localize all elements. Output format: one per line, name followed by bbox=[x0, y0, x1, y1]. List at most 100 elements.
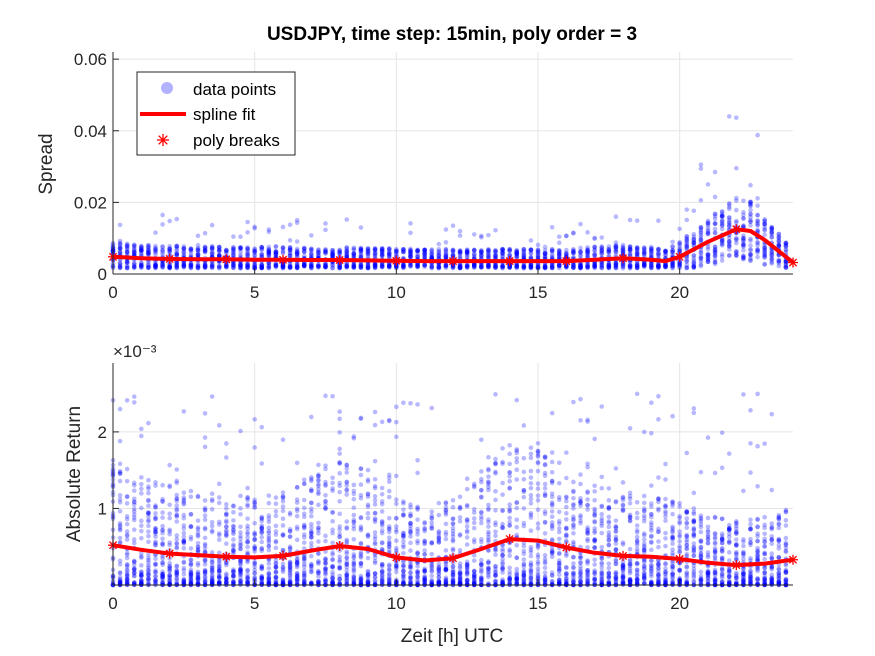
return-data-point bbox=[266, 533, 272, 539]
return-data-point bbox=[245, 568, 250, 574]
return-data-point bbox=[117, 574, 123, 580]
spread-data-point bbox=[139, 247, 144, 253]
return-data-point bbox=[422, 568, 427, 574]
legend-data-points-marker bbox=[161, 82, 173, 94]
return-data-point bbox=[280, 561, 286, 567]
return-data-point bbox=[195, 569, 201, 575]
spread-data-point bbox=[273, 251, 279, 257]
spread-data-point bbox=[245, 262, 250, 267]
return-data-point bbox=[238, 536, 243, 541]
return-data-point bbox=[443, 536, 449, 542]
spread-data-point bbox=[216, 252, 222, 258]
spread-data-point bbox=[231, 249, 236, 254]
spread-data-point bbox=[181, 265, 187, 270]
return-data-point bbox=[252, 505, 257, 510]
return-data-point bbox=[372, 422, 378, 428]
return-data-point bbox=[471, 520, 477, 526]
spread-data-point bbox=[131, 261, 137, 266]
spread-data-point bbox=[216, 244, 222, 250]
spread-data-point bbox=[238, 245, 243, 251]
spread-data-point bbox=[188, 252, 194, 257]
return-data-point bbox=[280, 523, 286, 528]
spread-data-point bbox=[514, 263, 520, 269]
return-data-point bbox=[153, 480, 158, 485]
spread-data-point bbox=[471, 255, 477, 260]
spread-data-point bbox=[415, 248, 420, 254]
return-data-point bbox=[351, 434, 357, 439]
return-data-point bbox=[443, 521, 449, 527]
return-data-point bbox=[479, 437, 484, 443]
spread-data-point bbox=[181, 246, 187, 252]
return-data-point bbox=[372, 510, 378, 516]
return-data-point bbox=[301, 555, 307, 560]
spread-data-point bbox=[443, 251, 449, 257]
spread-data-point bbox=[167, 249, 172, 254]
spread-data-point bbox=[309, 252, 314, 257]
spread-data-point bbox=[216, 253, 222, 259]
return-data-point bbox=[252, 570, 257, 576]
spread-data-point bbox=[309, 246, 314, 252]
spread-data-point bbox=[252, 264, 257, 270]
spread-data-point bbox=[146, 251, 151, 256]
spread-data-point bbox=[195, 252, 201, 258]
return-data-point bbox=[224, 578, 229, 584]
spread-data-point bbox=[167, 264, 172, 270]
spread-data-point bbox=[181, 264, 187, 270]
spread-data-point bbox=[188, 247, 194, 252]
return-data-point bbox=[486, 524, 491, 529]
spread-data-point bbox=[266, 249, 272, 254]
spread-data-point bbox=[209, 246, 215, 252]
spread-data-point bbox=[174, 248, 180, 253]
spread-data-point bbox=[592, 264, 597, 270]
spread-data-point bbox=[471, 232, 477, 237]
return-data-point bbox=[479, 495, 484, 500]
spread-data-point bbox=[712, 221, 718, 226]
spread-data-point bbox=[266, 244, 272, 250]
spread-data-point bbox=[273, 248, 279, 254]
return-data-point bbox=[464, 578, 470, 583]
spread-data-point bbox=[146, 244, 151, 250]
spread-data-point bbox=[280, 264, 286, 270]
return-data-point bbox=[316, 558, 321, 564]
return-data-point bbox=[209, 568, 215, 573]
return-data-point bbox=[337, 416, 342, 422]
spread-data-point bbox=[273, 249, 279, 255]
spread-data-point bbox=[592, 251, 597, 256]
return-data-point bbox=[202, 435, 208, 440]
spread-data-point bbox=[202, 244, 208, 250]
spread-data-point bbox=[209, 249, 215, 255]
return-data-point bbox=[117, 497, 123, 502]
spread-data-point bbox=[450, 248, 456, 253]
return-data-point bbox=[287, 529, 293, 534]
spread-data-point bbox=[209, 264, 215, 270]
legend: data points spline fit poly breaks bbox=[136, 71, 296, 156]
spread-data-point bbox=[259, 244, 265, 250]
spread-data-point bbox=[287, 244, 293, 250]
return-data-point bbox=[167, 462, 172, 468]
spread-poly-break-marker bbox=[221, 254, 232, 265]
return-data-point bbox=[394, 434, 399, 440]
return-data-point bbox=[337, 483, 342, 489]
return-data-point bbox=[124, 501, 130, 506]
spread-data-point bbox=[726, 222, 732, 228]
return-data-point bbox=[457, 571, 463, 577]
spread-data-point bbox=[195, 265, 201, 271]
return-data-point bbox=[301, 514, 307, 520]
spread-data-point bbox=[521, 264, 527, 270]
spread-data-point bbox=[408, 230, 413, 236]
return-data-point bbox=[372, 540, 378, 546]
return-data-point bbox=[224, 502, 229, 507]
spread-data-point bbox=[528, 265, 534, 270]
return-data-point bbox=[139, 577, 144, 583]
spread-data-point bbox=[670, 244, 675, 249]
return-data-point bbox=[188, 524, 194, 529]
return-data-point bbox=[386, 515, 392, 521]
spread-data-point bbox=[188, 247, 194, 253]
return-data-point bbox=[372, 483, 378, 489]
spread-data-point bbox=[195, 242, 201, 248]
spread-data-point bbox=[153, 251, 158, 257]
return-data-point bbox=[245, 544, 250, 550]
spread-data-point bbox=[734, 115, 739, 120]
spread-data-point bbox=[429, 264, 435, 270]
spread-data-point bbox=[287, 261, 293, 266]
